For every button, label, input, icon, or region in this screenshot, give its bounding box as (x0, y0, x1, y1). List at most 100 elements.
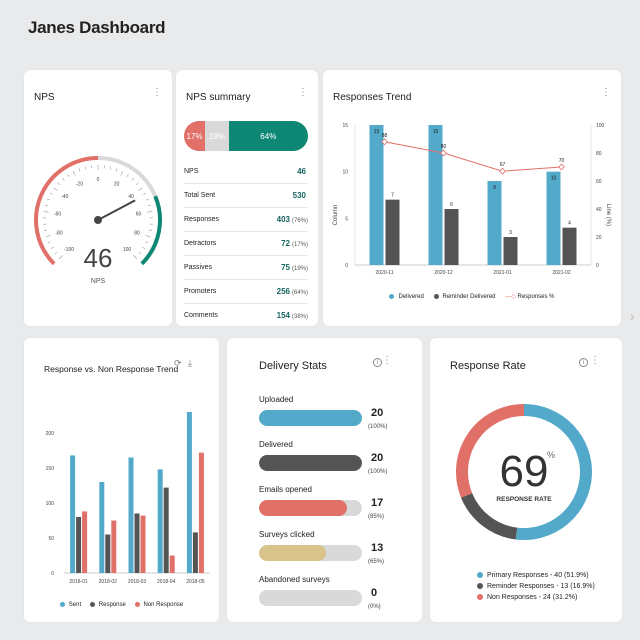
delivery-stat-track (259, 590, 362, 606)
delivery-stat-pct: (85%) (368, 514, 385, 520)
bar-reminder-label: 4 (568, 221, 571, 227)
bar-reminder-label: 6 (450, 202, 453, 208)
x-tick-label: 2020-11 (376, 270, 394, 276)
chevron-right-icon[interactable]: › (630, 308, 635, 324)
legend-reminder-delivered[interactable]: Reminder Delivered (433, 293, 496, 300)
summary-row: Responses 403 (76%) (184, 208, 308, 232)
gauge-tick (57, 182, 61, 185)
download-icon[interactable]: ⤓ (188, 358, 192, 368)
responses-pct-label: 80 (441, 144, 447, 150)
gauge-tick (49, 192, 53, 195)
gauge-tick (115, 168, 118, 172)
gauge-tick (145, 198, 149, 201)
legend-responses-pct[interactable]: —◇ Responses % (505, 294, 555, 300)
legend-dot (477, 583, 483, 590)
y2-tick-label: 0 (596, 263, 599, 269)
info-icon[interactable]: i (579, 358, 588, 367)
gauge-tick (147, 204, 152, 207)
summary-row-label: Promoters (184, 288, 217, 295)
kebab-menu-icon[interactable]: ⋮ (382, 355, 392, 366)
bar-delivered-label: 9 (493, 185, 496, 191)
bar-reminder-delivered (503, 237, 518, 265)
refresh-icon[interactable]: ⟳ (174, 358, 182, 368)
delivery-stat-label: Abandoned surveys (259, 575, 330, 584)
legend-non-response[interactable]: Non Response (134, 602, 183, 608)
info-icon[interactable]: i (373, 358, 382, 367)
gauge-tick-label: -40 (61, 194, 68, 200)
delivery-stat-pct: (100%) (368, 424, 388, 430)
nps-value: 46 (84, 243, 113, 273)
legend-dot (477, 572, 483, 579)
gauge-detractor-arc (34, 156, 99, 266)
delivery-stat-pct: (65%) (368, 559, 385, 565)
gauge-tick (142, 246, 146, 249)
delivery-stat-fill (259, 410, 362, 426)
y2-tick-label: 100 (596, 123, 605, 129)
bar-delivered-label: 15 (374, 129, 380, 135)
summary-stacked-bar: 17% 19% 64% (184, 121, 308, 151)
delivery-stat-track (259, 455, 362, 471)
donut-slice (456, 404, 525, 498)
promoters-segment: 64% (228, 121, 308, 151)
bar-sent (157, 469, 163, 573)
summary-row: Detractors 72 (17%) (184, 232, 308, 256)
x-tick-label: 2020-12 (434, 270, 453, 276)
bar-reminder-label: 3 (509, 230, 512, 236)
delivery-stat-value: 13 (371, 542, 384, 554)
summary-row-label: Responses (184, 216, 220, 223)
response-rate-value: 69 (500, 447, 549, 496)
responses-pct-label: 67 (500, 162, 506, 168)
x-tick-label: 2018-02 (99, 579, 118, 585)
kebab-menu-icon[interactable]: ⋮ (298, 87, 308, 98)
gauge-needle-hub (94, 216, 102, 224)
response-rate-legend-item[interactable]: Reminder Responses - 13 (16.9%) (477, 583, 595, 590)
responses-trend-chart: Column Line (%) 0 5 10 15 0 20 40 60 80 100 2020-1… (333, 123, 611, 276)
delivery-stat-pct: (100%) (368, 469, 388, 475)
response-rate-card: Response Rate i ⋮ 69 % RESPONSE RATE Pri… (430, 338, 622, 622)
bar-reminder-delivered (444, 209, 459, 265)
gauge-tick-label: 0 (97, 177, 100, 183)
summary-row: NPS 46 (184, 160, 308, 184)
bar-delivered-label: 10 (551, 176, 557, 182)
gauge-tick (47, 241, 51, 244)
kebab-menu-icon[interactable]: ⋮ (152, 87, 162, 98)
summary-row-label: Passives (184, 264, 213, 271)
response-rate-legend-item[interactable]: Non Responses - 24 (31.2%) (477, 594, 577, 601)
nps-card-title: NPS (34, 92, 55, 103)
gauge-tick (72, 170, 76, 176)
responses-pct-line (384, 141, 562, 172)
y-tick-label: 0 (345, 263, 348, 269)
legend-response[interactable]: Response (89, 602, 126, 608)
legend-delivered[interactable]: Delivered (389, 293, 424, 300)
x-tick-label: 2021-02 (552, 270, 571, 276)
passives-segment: 19% (205, 121, 229, 151)
trend-title: Responses Trend (333, 92, 412, 103)
bar-sent (70, 455, 76, 573)
y-tick-label: 0 (51, 571, 54, 577)
delivery-stat-fill (259, 500, 347, 516)
response-rate-caption: RESPONSE RATE (496, 496, 552, 503)
gauge-tick (78, 168, 81, 172)
legend-sent[interactable]: Sent (59, 602, 81, 608)
response-rate-title: Response Rate (450, 360, 526, 372)
gauge-tick (43, 229, 48, 232)
delivery-stat-fill (259, 455, 362, 471)
responses-pct-label: 88 (382, 133, 388, 139)
x-tick-label: 2018-03 (128, 579, 147, 585)
kebab-menu-icon[interactable]: ⋮ (590, 355, 600, 366)
summary-row: Passives 75 (19%) (184, 256, 308, 280)
delivery-stat-row: Abandoned surveys 0 (0%) (259, 575, 422, 620)
summary-row-label: Detractors (184, 240, 217, 247)
response-rate-legend-item[interactable]: Primary Responses - 40 (51.9%) (477, 572, 589, 579)
response-rate-donut: 69 % RESPONSE RATE (456, 404, 592, 540)
nps-summary-card: NPS summary ⋮ 17% 19% 64% NPS 46 Total Se… (176, 70, 318, 326)
gauge-tick-label: -100 (64, 247, 74, 253)
bar-non-response (140, 515, 146, 573)
gauge-tick-label: -20 (76, 181, 83, 187)
kebab-menu-icon[interactable]: ⋮ (601, 87, 611, 98)
bar-delivered (369, 125, 384, 265)
gauge-tick-label: -80 (55, 231, 62, 237)
y-tick-label: 50 (48, 536, 54, 542)
delivery-stat-value: 17 (371, 497, 384, 509)
y-tick-label: 100 (46, 501, 55, 507)
